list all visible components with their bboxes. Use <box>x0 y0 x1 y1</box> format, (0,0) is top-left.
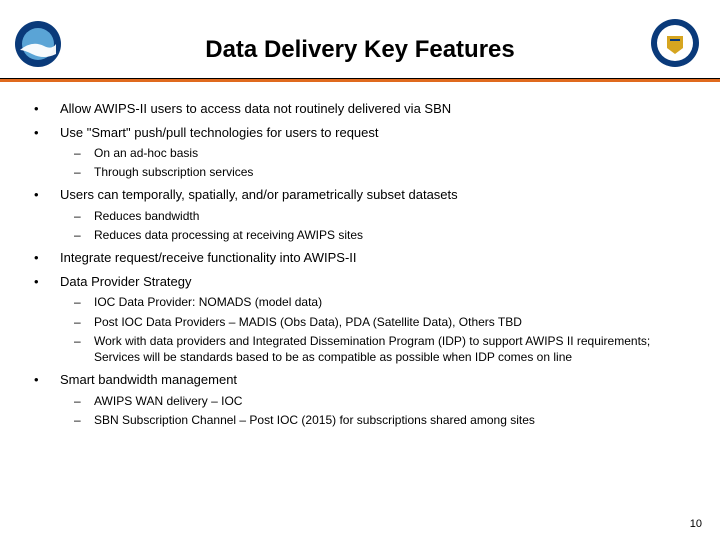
title-rule <box>0 78 720 82</box>
bullet-text: Smart bandwidth management <box>60 372 237 387</box>
bullet-text: Allow AWIPS-II users to access data not … <box>60 101 451 116</box>
sub-list: IOC Data Provider: NOMADS (model data) P… <box>74 294 696 365</box>
slide-header: Data Delivery Key Features <box>0 0 720 80</box>
sub-text: On an ad-hoc basis <box>94 146 198 160</box>
list-item: Integrate request/receive functionality … <box>34 249 696 267</box>
sub-text: AWIPS WAN delivery – IOC <box>94 394 242 408</box>
sub-list: AWIPS WAN delivery – IOC SBN Subscriptio… <box>74 393 696 428</box>
list-item: Through subscription services <box>74 164 696 180</box>
slide-body: Allow AWIPS-II users to access data not … <box>34 100 696 434</box>
list-item: Work with data providers and Integrated … <box>74 333 696 365</box>
list-item: AWIPS WAN delivery – IOC <box>74 393 696 409</box>
list-item: Reduces bandwidth <box>74 208 696 224</box>
sub-list: On an ad-hoc basis Through subscription … <box>74 145 696 180</box>
list-item: Reduces data processing at receiving AWI… <box>74 227 696 243</box>
sub-text: Reduces data processing at receiving AWI… <box>94 228 363 242</box>
list-item: Allow AWIPS-II users to access data not … <box>34 100 696 118</box>
bullet-text: Use "Smart" push/pull technologies for u… <box>60 125 379 140</box>
doc-seal-icon <box>650 18 700 68</box>
bullet-text: Integrate request/receive functionality … <box>60 250 357 265</box>
bullet-text: Data Provider Strategy <box>60 274 192 289</box>
bullet-list: Allow AWIPS-II users to access data not … <box>34 100 696 428</box>
list-item: Data Provider Strategy IOC Data Provider… <box>34 273 696 365</box>
bullet-text: Users can temporally, spatially, and/or … <box>60 187 458 202</box>
sub-text: Work with data providers and Integrated … <box>94 334 650 364</box>
list-item: On an ad-hoc basis <box>74 145 696 161</box>
list-item: Post IOC Data Providers – MADIS (Obs Dat… <box>74 314 696 330</box>
slide-title: Data Delivery Key Features <box>0 18 720 64</box>
sub-text: Through subscription services <box>94 165 253 179</box>
list-item: IOC Data Provider: NOMADS (model data) <box>74 294 696 310</box>
sub-text: SBN Subscription Channel – Post IOC (201… <box>94 413 535 427</box>
list-item: Users can temporally, spatially, and/or … <box>34 186 696 243</box>
page-number: 10 <box>690 518 702 530</box>
list-item: SBN Subscription Channel – Post IOC (201… <box>74 412 696 428</box>
sub-text: IOC Data Provider: NOMADS (model data) <box>94 295 322 309</box>
sub-text: Post IOC Data Providers – MADIS (Obs Dat… <box>94 315 522 329</box>
list-item: Smart bandwidth management AWIPS WAN del… <box>34 371 696 428</box>
noaa-logo-icon <box>14 20 62 68</box>
list-item: Use "Smart" push/pull technologies for u… <box>34 124 696 181</box>
sub-text: Reduces bandwidth <box>94 209 199 223</box>
sub-list: Reduces bandwidth Reduces data processin… <box>74 208 696 243</box>
